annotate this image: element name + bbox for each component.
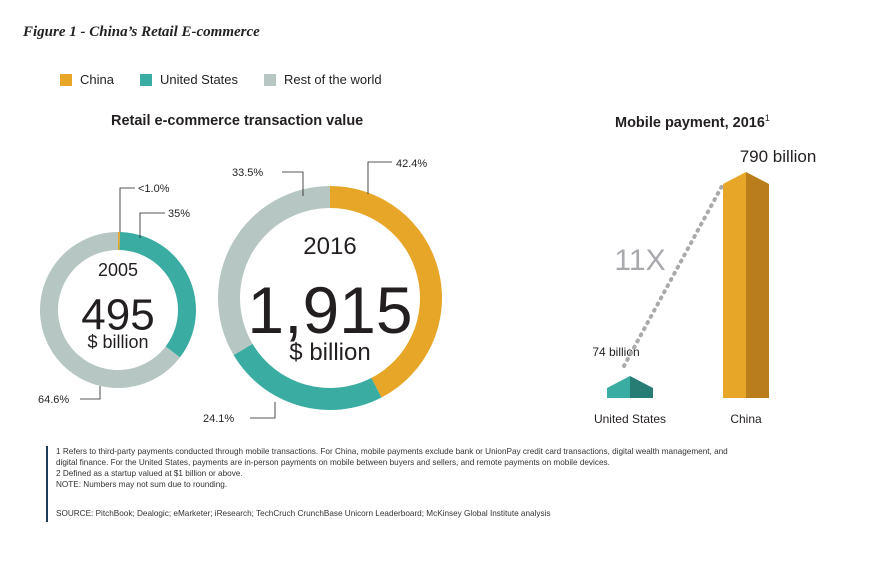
bar-united-states-face-right (630, 376, 653, 398)
donut-2005-callout-line-united-states (139, 212, 165, 238)
bar-china-face-left (723, 172, 746, 398)
donut-2005-total: 495 (81, 290, 154, 339)
legend-item-china: China (60, 72, 114, 87)
legend-item-us: United States (139, 72, 239, 87)
donut-2005-year: 2005 (98, 260, 138, 280)
donut-2005-label-rest-of-the-world: 64.6% (38, 394, 69, 406)
legend-item-row: Rest of the world (264, 72, 382, 87)
donut-2005-callout-line-china (119, 187, 135, 232)
donut-2016-callout-line-rest-of-the-world (282, 171, 304, 196)
bar-china-face-right (746, 172, 769, 398)
donut-2016-slice-rest-of-the-world (218, 186, 330, 356)
legend-swatch-us (139, 73, 152, 86)
left-section-title: Retail e-commerce transaction value (111, 113, 364, 129)
donut-2005-slice-china (118, 232, 120, 251)
legend-label-row: Rest of the world (284, 72, 382, 87)
bar-china-category: China (730, 412, 762, 426)
donut-2005-label-china: <1.0% (138, 183, 170, 195)
bar-china-value-label: 790 billion (740, 147, 817, 166)
right-section-title: Mobile payment, 20161 (615, 113, 770, 131)
donut-2005-unit: $ billion (87, 332, 148, 352)
donut-2016-total: 1,915 (247, 273, 412, 347)
footnote-2: 2 Defined as a startup valued at $1 bill… (56, 469, 243, 478)
right-section-title-sup: 1 (764, 113, 770, 123)
legend-swatch-row (264, 73, 277, 86)
growth-ratio-label: 11X (614, 244, 665, 277)
bar-united-states-value-label: 74 billion (592, 345, 639, 359)
right-section-title-text: Mobile payment, 2016 (615, 114, 765, 131)
donut-2005-slice-united-states (119, 232, 196, 358)
donut-2016-unit: $ billion (289, 339, 370, 366)
donut-2016-label-rest-of-the-world: 33.5% (232, 167, 263, 179)
legend: China United States Rest of the world (60, 72, 382, 87)
donut-2016-label-united-states: 24.1% (203, 413, 234, 425)
bar-united-states-face-left (607, 376, 630, 398)
source-note: SOURCE: PitchBook; Dealogic; eMarketer; … (56, 509, 551, 518)
footnote-note: NOTE: Numbers may not sum due to roundin… (56, 480, 228, 489)
legend-swatch-china (60, 73, 72, 86)
footnotes: 1 Refers to third-party payments conduct… (46, 446, 856, 522)
growth-dotted-line (622, 184, 724, 368)
donut-2016-callout-line-china (367, 161, 392, 194)
bar-united-states-category: United States (594, 412, 666, 426)
donut-2016-slice-china (330, 186, 443, 398)
donut-2005-label-united-states: 35% (168, 208, 190, 220)
footnote-1a: 1 Refers to third-party payments conduct… (56, 447, 728, 456)
legend-label-china: China (80, 72, 114, 87)
donut-2016-label-china: 42.4% (396, 158, 427, 170)
figure-title: Figure 1 - China’s Retail E-commerce (23, 24, 260, 40)
legend-label-us: United States (159, 72, 239, 87)
donut-2016-slice-united-states (233, 343, 382, 410)
donut-2005-callout-line-rest-of-the-world (80, 386, 101, 400)
footnote-1b: digital finance. For the United States, … (56, 458, 610, 467)
donut-2016-callout-line-united-states (250, 402, 276, 419)
donut-2016-year: 2016 (303, 233, 356, 260)
